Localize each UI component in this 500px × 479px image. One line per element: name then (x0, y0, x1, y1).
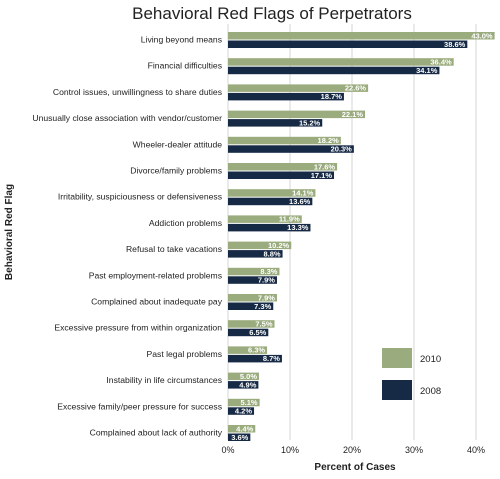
bar-value-label: 17.6% (314, 162, 336, 171)
bar-value-label: 17.1% (311, 171, 333, 180)
bar-value-label: 8.3% (260, 267, 277, 276)
category-label: Excessive family/peer pressure for succe… (57, 401, 222, 411)
bar-2010 (228, 241, 292, 250)
y-axis-title: Behavioral Red Flag (4, 184, 15, 280)
bar-2008 (228, 354, 282, 363)
category-label: Financial difficulties (148, 61, 222, 71)
category-label: Past employment-related problems (89, 270, 222, 280)
bar-2008 (228, 381, 259, 389)
chart-title: Behavioral Red Flags of Perpetrators (132, 4, 412, 23)
x-tick-label: 40% (467, 445, 485, 455)
bar-value-label: 7.9% (258, 276, 275, 285)
bar-value-label: 36.4% (430, 58, 452, 67)
x-tick-label: 20% (343, 445, 361, 455)
bar-value-label: 20.3% (331, 145, 353, 154)
bar-value-label: 18.2% (318, 136, 340, 145)
x-tick-label: 10% (281, 445, 299, 455)
bar-2010 (228, 84, 369, 92)
bar-2010 (228, 372, 259, 381)
bar-2010 (228, 32, 495, 40)
bar-2010 (228, 215, 302, 223)
bar-value-label: 8.8% (263, 249, 280, 258)
bar-2008 (228, 433, 251, 441)
bar-2010 (228, 294, 277, 302)
bar-2008 (228, 302, 274, 310)
bar-value-label: 4.2% (235, 407, 252, 416)
x-tick-labels: 0% 10% 20% 30% 40% (221, 445, 485, 455)
bar-2010 (228, 267, 280, 276)
bar-value-label: 11.9% (279, 215, 300, 224)
bar-value-label: 4.9% (239, 380, 256, 389)
category-label: Excessive pressure from within organizat… (54, 323, 222, 333)
bar-2008 (228, 328, 269, 337)
bar-value-label: 5.0% (240, 372, 257, 381)
legend-label: 2010 (420, 354, 441, 365)
category-label: Irritability, suspiciousness or defensiv… (58, 192, 222, 202)
category-label: Addiction problems (149, 218, 222, 228)
bar-2010 (228, 136, 341, 145)
bar-2010 (228, 163, 338, 171)
category-label: Control issues, unwillingness to share d… (53, 87, 222, 97)
category-label: Divorce/family problems (130, 166, 222, 176)
bar-value-label: 13.3% (287, 223, 309, 232)
legend-swatch-2010 (382, 348, 412, 368)
bar-2008 (228, 92, 344, 101)
category-label: Wheeler-dealer attitude (133, 139, 223, 149)
bar-2008 (228, 407, 255, 415)
bar-value-label: 6.3% (248, 346, 265, 355)
bar-2008 (228, 250, 283, 258)
bar-value-label: 10.2% (268, 241, 290, 250)
bar-2010 (228, 189, 316, 197)
bar-2010 (228, 320, 275, 328)
bar-value-label: 14.1% (292, 189, 314, 198)
bar-2008 (228, 223, 311, 232)
bar-2010 (228, 398, 260, 407)
category-label: Past legal problems (147, 349, 222, 359)
bar-value-label: 15.2% (299, 118, 321, 127)
bar-value-label: 5.1% (241, 398, 258, 407)
bar-value-label: 4.4% (236, 424, 253, 433)
category-label: Complained about inadequate pay (91, 297, 223, 307)
bar-2008 (228, 145, 354, 153)
x-tick-label: 30% (405, 445, 423, 455)
bar-value-label: 7.9% (258, 293, 275, 302)
bar-value-label: 8.7% (263, 354, 280, 363)
legend: 2010 2008 (382, 348, 441, 400)
bar-2008 (228, 197, 313, 206)
bar-value-label: 38.6% (444, 40, 466, 49)
x-axis-title: Percent of Cases (314, 462, 396, 473)
bar-2008 (228, 171, 335, 179)
category-label: Refusal to take vacations (126, 244, 222, 254)
category-labels: Living beyond means Financial difficultie… (32, 35, 222, 438)
bar-value-label: 22.6% (345, 84, 367, 93)
bar-value-label: 34.1% (416, 66, 438, 75)
bar-2008 (228, 276, 277, 284)
bar-2010 (228, 425, 256, 433)
bar-value-label: 7.3% (254, 302, 271, 311)
legend-label: 2008 (420, 386, 441, 397)
bar-2008 (228, 66, 440, 75)
bar-value-label: 18.7% (321, 92, 343, 101)
bar-value-label: 3.6% (231, 433, 248, 442)
bar-2008 (228, 40, 468, 48)
bar-value-label: 7.5% (255, 320, 272, 329)
category-label: Instability in life circumstances (106, 375, 222, 385)
bar-2010 (228, 346, 268, 354)
category-label: Complained about lack of authority (90, 428, 223, 438)
bar-value-label: 13.6% (289, 197, 311, 206)
bar-2008 (228, 119, 323, 127)
bar-value-label: 22.1% (342, 110, 364, 119)
category-label: Unusually close association with vendor/… (32, 113, 222, 123)
bar-2010 (228, 58, 454, 66)
bars: 43.0% 38.6% 36.4%34.1% 22.6%18.7% 22.1% 15.2%… (228, 31, 495, 442)
legend-swatch-2008 (382, 380, 412, 400)
bar-value-label: 43.0% (471, 31, 493, 40)
category-label: Living beyond means (141, 35, 222, 45)
x-tick-label: 0% (221, 445, 234, 455)
bar-value-label: 6.5% (249, 328, 266, 337)
bar-2010 (228, 110, 366, 119)
